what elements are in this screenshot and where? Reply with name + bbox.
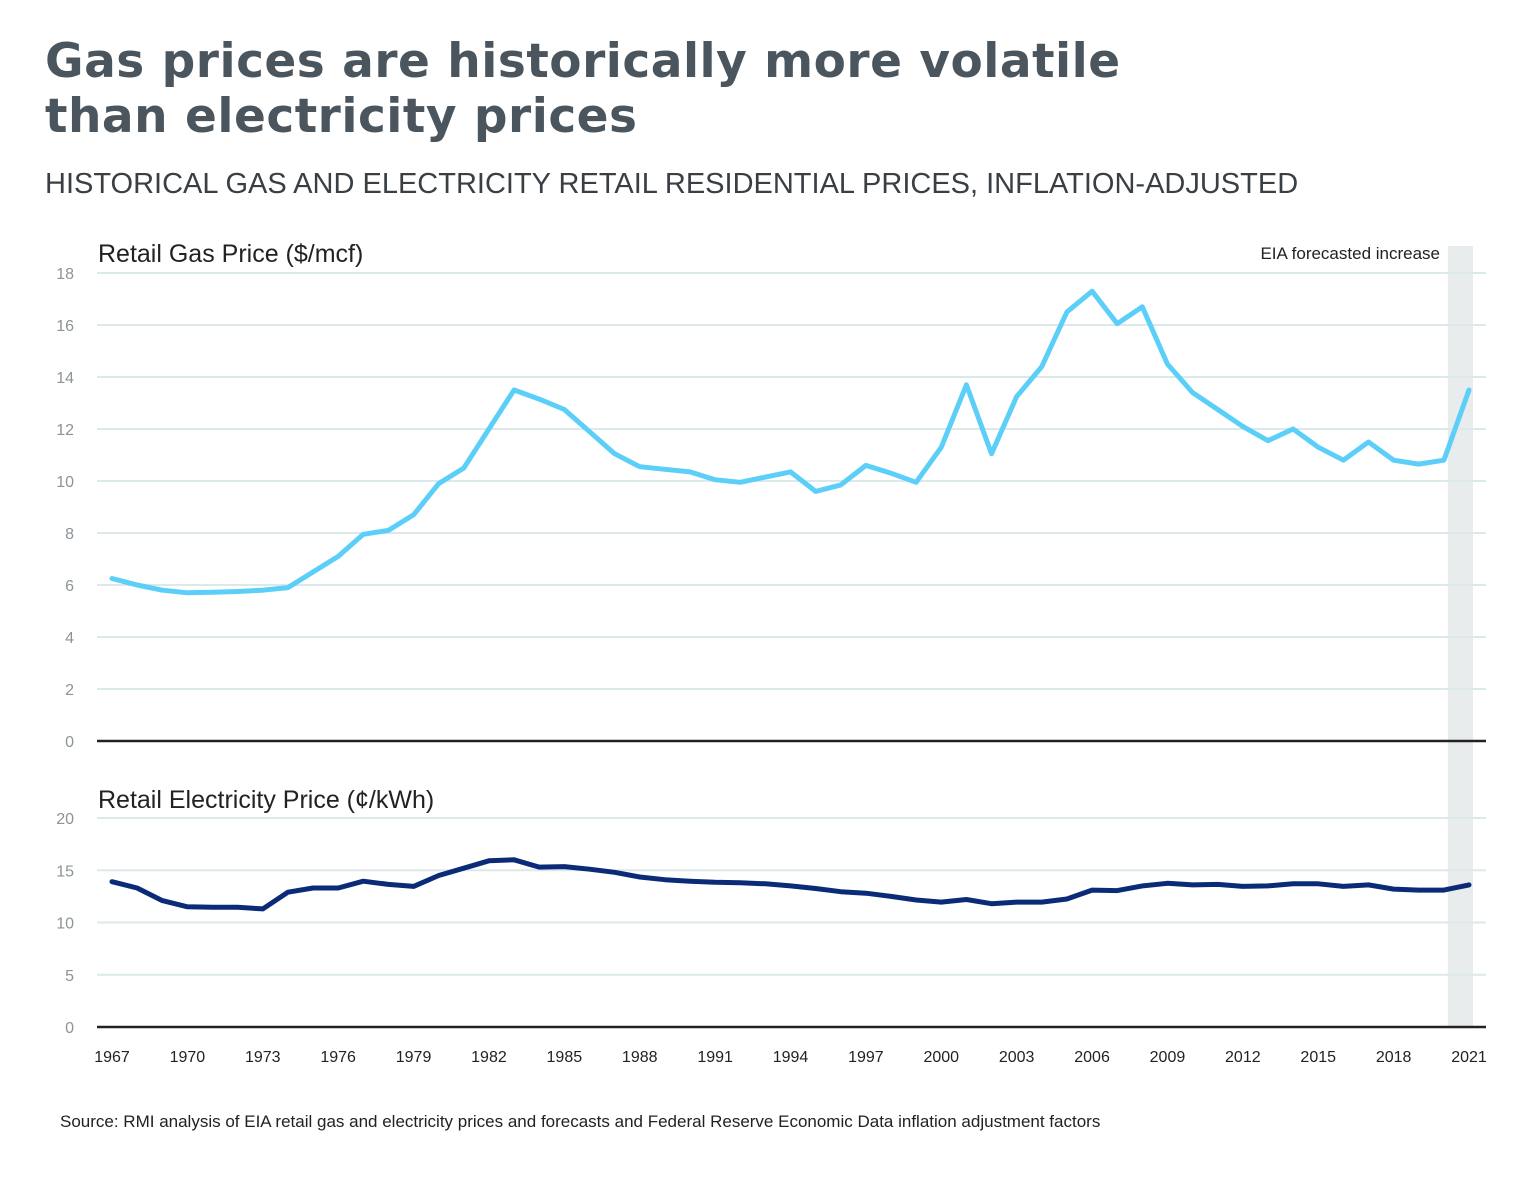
gas-y-tick-label: 4: [65, 630, 74, 647]
electricity-panel-title: Retail Electricity Price (¢/kWh): [98, 786, 434, 814]
x-tick-label: 1988: [622, 1049, 658, 1066]
x-tick-label: 1997: [848, 1049, 884, 1066]
gas-y-tick-label: 6: [65, 578, 74, 595]
gas-y-tick-label: 8: [65, 526, 74, 543]
gas-series-line: [109, 288, 1472, 596]
forecast-annotation: EIA forecasted increase: [1260, 244, 1440, 263]
x-tick-label: 1976: [320, 1049, 356, 1066]
x-tick-label: 2000: [923, 1049, 959, 1066]
x-tick-label: 2009: [1150, 1049, 1186, 1066]
electricity-series-line: [109, 857, 1472, 912]
electricity-y-tick-label: 15: [56, 863, 74, 880]
x-tick-label: 1982: [471, 1049, 507, 1066]
source-note: Source: RMI analysis of EIA retail gas a…: [60, 1112, 1101, 1131]
chart-title: Gas prices are historically more volatil…: [45, 34, 1121, 144]
x-tick-label: 2015: [1300, 1049, 1336, 1066]
x-tick-label: 2006: [1074, 1049, 1110, 1066]
x-tick-label: 1967: [94, 1049, 130, 1066]
chart-subtitle: HISTORICAL GAS AND ELECTRICITY RETAIL RE…: [45, 168, 1299, 200]
gas-y-tick-label: 2: [65, 682, 74, 699]
x-tick-label: 1973: [245, 1049, 281, 1066]
gas-y-tick-label: 18: [56, 266, 74, 283]
electricity-y-tick-label: 0: [65, 1020, 74, 1037]
x-tick-label: 1979: [396, 1049, 432, 1066]
x-tick-label: 1991: [697, 1049, 733, 1066]
electricity-y-tick-label: 10: [56, 916, 74, 933]
x-tick-label: 2018: [1376, 1049, 1412, 1066]
x-tick-label: 2003: [999, 1049, 1035, 1066]
x-tick-label: 2021: [1451, 1049, 1487, 1066]
gas-y-tick-label: 0: [65, 734, 74, 751]
x-tick-label: 1970: [170, 1049, 206, 1066]
x-tick-label: 1985: [547, 1049, 583, 1066]
gas-y-tick-label: 10: [56, 474, 74, 491]
gas-y-tick-label: 12: [56, 422, 74, 439]
electricity-y-tick-label: 20: [56, 811, 74, 828]
electricity-y-tick-label: 5: [65, 968, 74, 985]
gas-y-tick-label: 16: [56, 318, 74, 335]
x-tick-label: 2012: [1225, 1049, 1261, 1066]
gas-y-tick-label: 14: [56, 370, 74, 387]
x-tick-label: 1994: [773, 1049, 809, 1066]
gas-panel-title: Retail Gas Price ($/mcf): [98, 240, 363, 268]
